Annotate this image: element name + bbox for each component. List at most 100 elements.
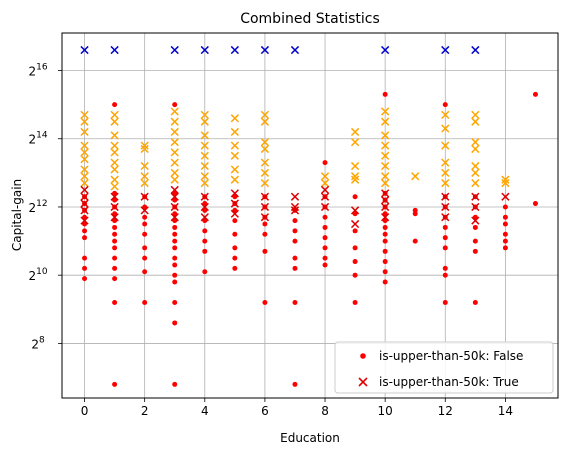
point-false	[142, 300, 147, 305]
point-false	[202, 249, 207, 254]
point-false	[292, 300, 297, 305]
point-false	[323, 235, 328, 240]
point-false	[232, 232, 237, 237]
point-false	[172, 225, 177, 230]
point-false	[383, 259, 388, 264]
point-false	[503, 222, 508, 227]
point-false	[292, 228, 297, 233]
point-false	[292, 256, 297, 261]
point-false	[533, 201, 538, 206]
x-tick-label: 8	[321, 404, 329, 418]
point-false	[383, 280, 388, 285]
point-false	[443, 245, 448, 250]
point-false	[503, 245, 508, 250]
point-false	[202, 239, 207, 244]
point-false	[353, 273, 358, 278]
point-false	[82, 256, 87, 261]
point-false	[142, 232, 147, 237]
point-false	[383, 92, 388, 97]
point-false	[353, 228, 358, 233]
point-false	[383, 239, 388, 244]
point-false	[262, 300, 267, 305]
point-false	[232, 256, 237, 261]
x-tick-label: 12	[438, 404, 453, 418]
point-false	[142, 215, 147, 220]
point-false	[323, 245, 328, 250]
x-axis-label: Education	[280, 431, 340, 445]
point-false	[323, 225, 328, 230]
point-false	[142, 245, 147, 250]
point-false	[112, 225, 117, 230]
point-false	[503, 204, 508, 209]
point-false	[112, 266, 117, 271]
point-false	[82, 266, 87, 271]
point-false	[443, 102, 448, 107]
point-false	[112, 102, 117, 107]
point-false	[323, 160, 328, 165]
point-false	[292, 266, 297, 271]
y-axis-label: Capital-gain	[10, 179, 24, 251]
legend-label-false: is-upper-than-50k: False	[379, 349, 523, 363]
point-false	[353, 259, 358, 264]
point-false	[142, 256, 147, 261]
point-false	[262, 232, 267, 237]
point-false	[232, 266, 237, 271]
point-false	[443, 225, 448, 230]
point-false	[443, 273, 448, 278]
point-false	[533, 92, 538, 97]
point-false	[172, 232, 177, 237]
point-false	[473, 300, 478, 305]
point-false	[292, 382, 297, 387]
point-false	[112, 245, 117, 250]
point-false	[142, 269, 147, 274]
point-false	[323, 262, 328, 267]
point-false	[262, 249, 267, 254]
point-false	[323, 215, 328, 220]
point-false	[82, 228, 87, 233]
point-false	[172, 262, 177, 267]
x-tick-label: 4	[201, 404, 209, 418]
point-false	[172, 300, 177, 305]
point-false	[172, 245, 177, 250]
point-false	[232, 218, 237, 223]
point-false	[383, 269, 388, 274]
point-false	[172, 256, 177, 261]
point-false	[82, 276, 87, 281]
point-false	[112, 256, 117, 261]
point-false	[353, 300, 358, 305]
point-false	[413, 211, 418, 216]
chart-title: Combined Statistics	[240, 11, 380, 27]
point-false	[413, 239, 418, 244]
point-false	[503, 232, 508, 237]
point-false	[142, 222, 147, 227]
point-false	[82, 235, 87, 240]
point-false	[172, 280, 177, 285]
point-false	[292, 218, 297, 223]
point-false	[353, 194, 358, 199]
point-false	[172, 102, 177, 107]
x-tick-label: 0	[81, 404, 89, 418]
point-false	[383, 249, 388, 254]
point-false	[112, 382, 117, 387]
point-false	[112, 276, 117, 281]
point-false	[503, 215, 508, 220]
point-false	[232, 245, 237, 250]
point-false	[202, 228, 207, 233]
point-false	[443, 300, 448, 305]
point-false	[112, 232, 117, 237]
point-false	[262, 222, 267, 227]
point-false	[172, 382, 177, 387]
legend-label-true: is-upper-than-50k: True	[379, 375, 519, 389]
point-false	[172, 273, 177, 278]
point-false	[323, 256, 328, 261]
legend: is-upper-than-50k: False is-upper-than-5…	[335, 342, 553, 393]
point-false	[503, 239, 508, 244]
point-false	[473, 239, 478, 244]
point-false	[353, 245, 358, 250]
point-false	[172, 239, 177, 244]
x-tick-label: 6	[261, 404, 269, 418]
point-false	[443, 235, 448, 240]
point-false	[202, 269, 207, 274]
x-tick-label: 2	[141, 404, 149, 418]
